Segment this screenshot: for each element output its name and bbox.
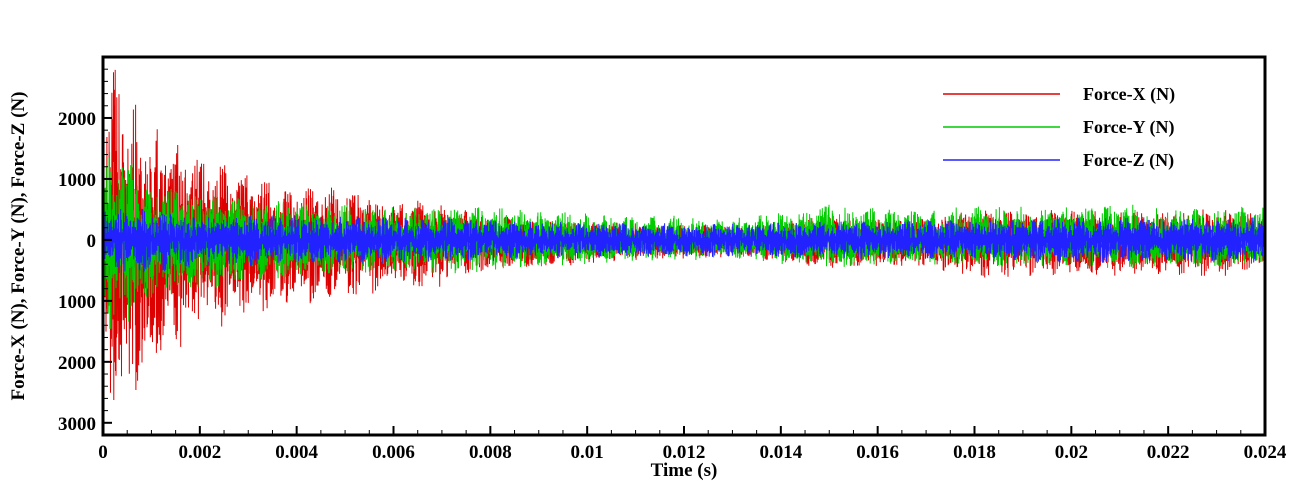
x-tick-label: 0.004 — [275, 442, 318, 463]
x-tick-label: 0.002 — [178, 442, 221, 463]
y-tick-label: 2000 — [58, 109, 96, 130]
y-tick-label: 2000 — [58, 353, 96, 374]
x-tick-label: 0 — [98, 442, 108, 463]
x-tick-label: 0.01 — [571, 442, 604, 463]
x-tick-label: 0.022 — [1147, 442, 1190, 463]
x-tick-label: 0.018 — [953, 442, 996, 463]
x-tick-label: 0.02 — [1055, 442, 1088, 463]
series-layer — [102, 69, 1266, 401]
series-line-3 — [102, 209, 1266, 276]
y-tick-label: 1000 — [58, 170, 96, 191]
x-tick-label: 0.006 — [372, 442, 415, 463]
legend-label-3: Force-Z (N) — [1083, 150, 1174, 171]
x-axis: 0 0.002 0.004 0.006 0.008 0.01 0.012 0.014 0.016… — [98, 426, 1287, 463]
legend: Force-X (N) Force-Y (N) Force-Z (N) — [943, 84, 1175, 171]
y-axis-title: Force-X (N), Force-Y (N), Force-Z (N) — [8, 92, 29, 401]
x-tick-label: 0.008 — [469, 442, 512, 463]
y-tick-label: 3000 — [58, 414, 96, 435]
y-tick-label: 1000 — [58, 292, 96, 313]
legend-label-2: Force-Y (N) — [1083, 117, 1174, 138]
x-tick-label: 0.016 — [856, 442, 899, 463]
y-tick-label: 0 — [87, 231, 97, 252]
y-axis: 2000 1000 0 1000 2000 3000 — [58, 56, 112, 435]
x-axis-title: Time (s) — [651, 460, 718, 481]
x-tick-label: 0.024 — [1244, 442, 1287, 463]
x-tick-label: 0.012 — [663, 442, 706, 463]
x-tick-label: 0.014 — [759, 442, 802, 463]
legend-label-1: Force-X (N) — [1083, 84, 1175, 105]
